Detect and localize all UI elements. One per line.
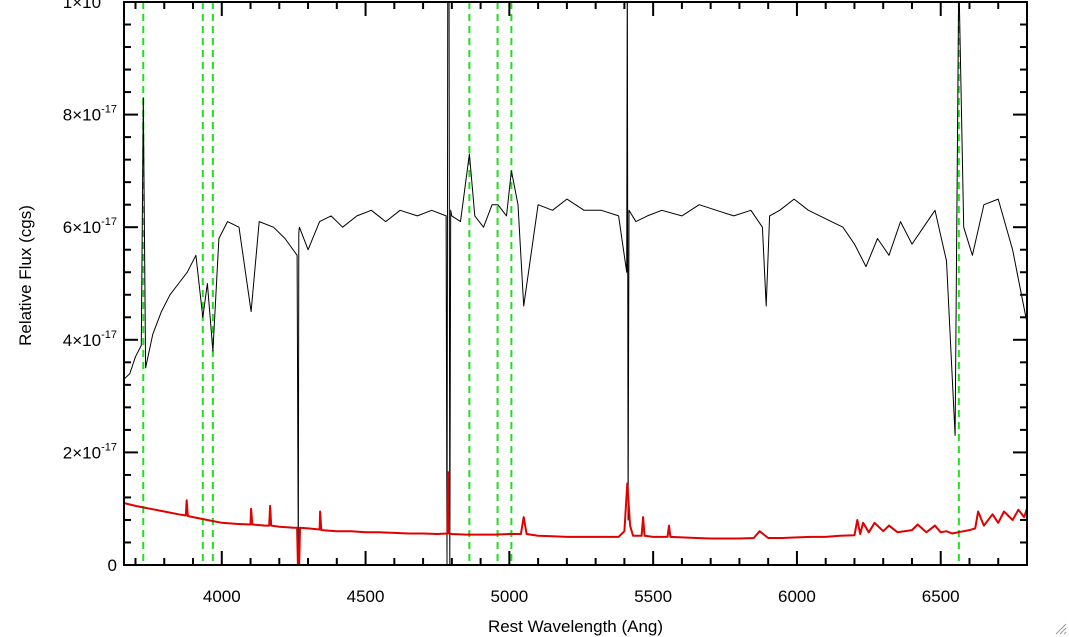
- y-tick-label: 0: [108, 556, 117, 575]
- x-tick-label: 6000: [778, 587, 816, 606]
- series-layer: [124, 2, 1027, 565]
- plot-frame: [123, 1, 1028, 566]
- x-tick-label: 5000: [490, 587, 528, 606]
- y-tick-label: 1×10-16: [63, 0, 117, 12]
- y-tick-label: 6×10-17: [63, 216, 117, 237]
- y-axis-label: Relative Flux (cgs): [16, 205, 35, 346]
- x-axis-label: Rest Wavelength (Ang): [488, 617, 663, 636]
- emission-line-markers: [142, 2, 960, 565]
- x-tick-label: 5500: [634, 587, 672, 606]
- x-tick-label: 6500: [922, 587, 960, 606]
- y-tick-labels: 0 2×10-17 4×10-17 6×10-17 8×10-17 1×10-16: [63, 0, 117, 575]
- x-tick-labels: 4000 4500 5000 5500 6000 6500: [203, 587, 960, 606]
- x-tick-label: 4500: [347, 587, 385, 606]
- error-line: [124, 471, 1027, 565]
- y-tick-label: 4×10-17: [63, 329, 117, 350]
- axis-ticks: [124, 1, 1028, 566]
- x-tick-label: 4000: [203, 587, 241, 606]
- resize-grip-icon[interactable]: [1055, 623, 1067, 635]
- y-tick-label: 2×10-17: [63, 441, 117, 462]
- spectrum-line: [124, 2, 1027, 565]
- y-tick-label: 8×10-17: [63, 104, 117, 125]
